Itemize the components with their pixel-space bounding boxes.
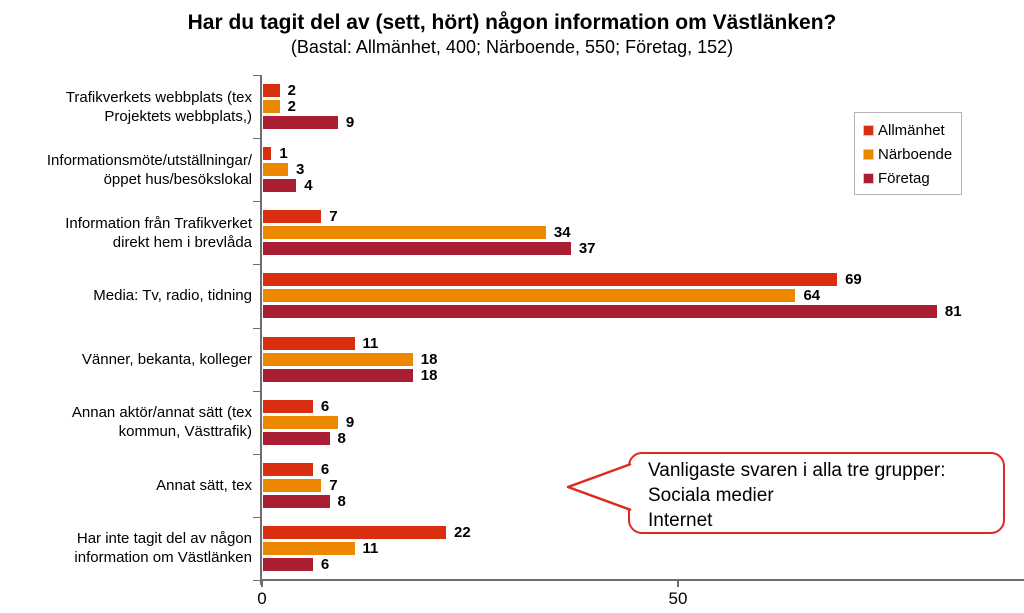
bar-value-label: 22: [454, 523, 471, 541]
legend-swatch-narboende: [864, 150, 873, 159]
bar-value-label: 2: [287, 82, 296, 100]
y-axis-line: [260, 75, 262, 585]
legend-swatch-allmanhet: [864, 126, 873, 135]
category-label: Informationsmöte/utställningar/ öppet hu…: [46, 151, 252, 188]
y-axis-tick: [253, 580, 260, 581]
bar-value-label: 81: [944, 303, 962, 321]
bar-value-label: 6: [320, 555, 330, 573]
x-axis-tick: [677, 581, 679, 587]
legend-item: Allmänhet: [864, 122, 961, 139]
bar-value-label: 69: [845, 271, 862, 289]
bar-value-label: 7: [329, 476, 338, 494]
bar-närboende: [263, 226, 546, 240]
bar-allmänhet: [263, 462, 313, 476]
legend-label: Företag: [878, 170, 930, 187]
bar-value-label: 7: [329, 208, 338, 226]
legend-item: Företag: [864, 170, 961, 187]
bar-närboende: [263, 289, 796, 303]
category-label: Har inte tagit del av någon information …: [74, 530, 252, 567]
bar-allmänhet: [263, 399, 313, 413]
bar-närboende: [263, 478, 322, 492]
callout-line: Sociala medier: [648, 485, 774, 506]
y-axis-tick: [253, 453, 260, 455]
bar-närboende: [263, 100, 280, 114]
bar-allmänhet: [263, 336, 355, 350]
y-axis-tick: [253, 516, 260, 518]
bar-value-label: 8: [337, 492, 346, 510]
category-label: Information från Trafikverket direkt hem…: [65, 214, 252, 251]
bar-företag: [263, 368, 413, 382]
bar-value-label: 8: [337, 429, 346, 447]
bar-value-label: 6: [320, 460, 330, 478]
y-axis-tick: [253, 264, 260, 266]
bar-närboende: [263, 163, 288, 177]
bar-företag: [263, 242, 571, 256]
bar-företag: [263, 116, 338, 130]
bar-value-label: 2: [287, 98, 296, 116]
bar-value-label: 34: [553, 224, 571, 242]
y-axis-tick: [253, 75, 260, 76]
bar-value-label: 37: [578, 240, 596, 258]
chart-subtitle: (Bastal: Allmänhet, 400; Närboende, 550;…: [290, 37, 734, 57]
bar-allmänhet: [263, 273, 838, 287]
bar-value-label: 9: [345, 114, 355, 132]
bar-allmänhet: [263, 147, 272, 161]
y-axis-tick: [253, 138, 260, 140]
bar-value-label: 11: [362, 539, 379, 557]
callout-tail-pointer: [566, 462, 632, 512]
x-axis-tick: [261, 581, 263, 587]
chart-title: Har du tagit del av (sett, hört) någon i…: [187, 11, 837, 34]
x-tick-label: 0: [257, 589, 267, 608]
bar-närboende: [263, 415, 338, 429]
bar-närboende: [263, 352, 413, 366]
x-axis-line: [260, 579, 1024, 581]
bar-närboende: [263, 541, 355, 555]
category-label: Trafikverkets webbplats (tex Projektets …: [65, 88, 252, 125]
category-label: Vänner, bekanta, kolleger: [81, 350, 252, 368]
bar-value-label: 11: [362, 334, 379, 352]
bar-value-label: 9: [345, 413, 355, 431]
legend-item: Närboende: [864, 146, 961, 163]
x-tick-label: 50: [668, 589, 688, 608]
bar-allmänhet: [263, 84, 280, 98]
category-label: Annan aktör/annat sätt (tex kommun, Väst…: [71, 404, 252, 441]
bar-value-label: 64: [803, 287, 821, 305]
y-axis-tick: [253, 390, 260, 392]
bar-företag: [263, 305, 937, 319]
callout-bubble: Vanligaste svaren i alla tre grupper: So…: [628, 452, 1005, 534]
bar-value-label: 6: [320, 397, 330, 415]
legend-label: Närboende: [878, 146, 953, 163]
bar-företag: [263, 557, 313, 571]
legend-swatch-foretag: [864, 174, 873, 183]
category-label: Media: Tv, radio, tidning: [93, 287, 252, 305]
bar-value-label: 1: [279, 145, 288, 163]
bar-företag: [263, 431, 330, 445]
bar-företag: [263, 494, 330, 508]
bar-allmänhet: [263, 210, 322, 224]
legend: Allmänhet Närboende Företag: [854, 112, 962, 195]
bar-allmänhet: [263, 525, 447, 539]
y-axis-tick: [253, 327, 260, 329]
legend-label: Allmänhet: [878, 122, 945, 139]
bar-value-label: 18: [420, 350, 438, 368]
bar-företag: [263, 179, 297, 193]
bar-value-label: 3: [295, 161, 305, 179]
y-axis-tick: [253, 201, 260, 203]
bar-value-label: 4: [304, 177, 313, 195]
callout-line: Vanligaste svaren i alla tre grupper:: [648, 460, 946, 481]
category-label: Annat sätt, tex: [156, 476, 252, 494]
bar-value-label: 18: [420, 366, 438, 384]
callout-line: Internet: [648, 510, 713, 531]
